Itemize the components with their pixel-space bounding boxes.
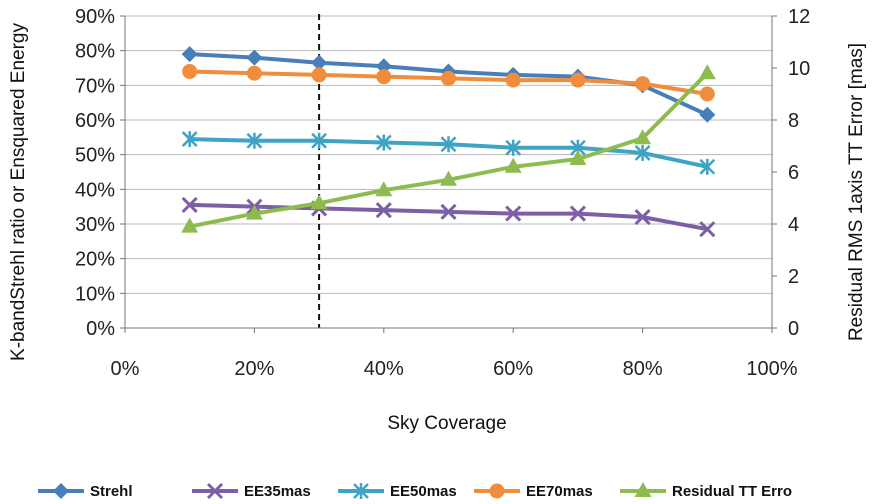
data-point-residual-tt-erro [440, 170, 457, 186]
data-point-ee70mas [182, 63, 198, 79]
legend-swatch-marker [53, 483, 69, 499]
legend-item-ee50mas: EE50mas [338, 483, 457, 500]
tick-labels: 0% 10% 20% 30% 40% 50% 60% 70% 80% 90% 0 2 4 6 8 10 12 0%… [75, 6, 810, 380]
data-point-residual-tt-erro [310, 194, 328, 210]
left-y-tick-label: 20% [75, 249, 115, 271]
legend-label: EE35mas [244, 483, 311, 500]
left-y-tick-label: 90% [75, 6, 115, 28]
data-point-residual-tt-erro [698, 64, 716, 80]
data-point-ee35mas [569, 205, 586, 222]
left-y-tick-label: 70% [75, 75, 115, 97]
series-ee50mas [181, 131, 716, 175]
data-point-residual-tt-erro [634, 129, 652, 145]
data-point-strehl [181, 46, 198, 63]
data-point-ee50mas [375, 134, 392, 151]
legend-swatch-marker [353, 483, 369, 499]
data-point-ee70mas [635, 76, 651, 92]
data-point-strehl [246, 49, 263, 66]
data-point-ee70mas [376, 69, 392, 85]
data-point-ee70mas [311, 67, 327, 83]
left-y-axis-title: K-bandStrehl ratio or Ensquared Energy [8, 23, 29, 361]
data-point-ee70mas [441, 70, 456, 86]
right-y-tick-label: 6 [788, 162, 799, 184]
data-point-ee35mas [181, 196, 198, 213]
left-y-tick-label: 60% [75, 110, 115, 132]
series-ee70mas [182, 63, 715, 102]
left-y-tick-label: 40% [75, 179, 115, 201]
data-point-residual-tt-erro [504, 157, 522, 173]
data-point-ee50mas [505, 139, 522, 156]
legend-label: EE50mas [390, 483, 457, 500]
data-point-ee50mas [699, 158, 716, 175]
data-point-ee70mas [505, 72, 521, 88]
left-y-tick-label: 80% [75, 41, 115, 63]
data-point-ee35mas [634, 209, 651, 226]
x-axis-title: Sky Coverage [387, 413, 506, 434]
legend-label: Residual TT Erro [672, 483, 792, 500]
series-residual-tt-erro [181, 64, 716, 233]
legend-item-strehl: Strehl [38, 483, 133, 500]
series-ee35mas [181, 196, 716, 238]
data-point-ee70mas [570, 72, 586, 88]
legend-swatch-marker [634, 482, 652, 497]
right-y-tick-label: 10 [788, 58, 810, 80]
x-tick-label: 40% [364, 358, 404, 380]
series-layer [181, 46, 716, 238]
data-point-ee50mas [634, 144, 651, 161]
right-y-tick-label: 8 [788, 110, 799, 132]
data-point-ee35mas [375, 202, 392, 219]
left-y-tick-label: 10% [75, 283, 115, 305]
series-line-ee35mas [189, 202, 708, 232]
data-point-strehl [311, 54, 328, 71]
data-point-ee50mas [311, 132, 327, 149]
legend-swatch-marker [489, 483, 505, 499]
data-point-ee50mas [246, 132, 263, 149]
x-tick-label: 100% [746, 358, 797, 380]
x-tick-label: 20% [234, 358, 274, 380]
legend-item-ee70mas: EE70mas [474, 483, 593, 500]
x-tick-label: 60% [493, 358, 533, 380]
left-y-tick-label: 30% [75, 214, 115, 236]
data-point-strehl [375, 58, 392, 75]
right-y-tick-label: 12 [788, 6, 810, 28]
right-y-tick-label: 2 [788, 266, 799, 288]
legend-label: EE70mas [526, 483, 593, 500]
data-point-ee50mas [181, 131, 198, 148]
data-point-ee35mas [440, 203, 457, 220]
data-point-residual-tt-erro [569, 150, 587, 165]
right-y-tick-label: 0 [788, 318, 799, 340]
x-tick-label: 80% [623, 358, 663, 380]
data-point-ee35mas [505, 205, 522, 222]
data-point-ee50mas [440, 136, 457, 153]
data-point-strehl [699, 106, 716, 123]
data-point-residual-tt-erro [375, 181, 393, 197]
data-point-ee35mas [699, 221, 716, 238]
data-point-residual-tt-erro [181, 217, 199, 233]
data-point-ee70mas [699, 86, 715, 102]
legend: Strehl EE35mas EE50mas EE70mas Residual TT E… [38, 482, 792, 500]
left-y-tick-label: 50% [75, 145, 115, 167]
legend-label: Strehl [90, 483, 133, 500]
right-y-axis-title: Residual RMS 1axis TT Error [mas] [846, 43, 867, 341]
data-point-residual-tt-erro [245, 204, 263, 220]
right-y-tick-label: 4 [788, 214, 799, 236]
grid-lines [125, 15, 772, 294]
legend-item-residual-tt-erro: Residual TT Erro [620, 482, 792, 500]
data-point-ee70mas [246, 65, 262, 81]
legend-swatch-marker [206, 482, 224, 500]
x-tick-label: 0% [111, 358, 140, 380]
legend-item-ee35mas: EE35mas [192, 482, 311, 500]
left-y-tick-label: 0% [86, 318, 115, 340]
axes [120, 15, 777, 333]
